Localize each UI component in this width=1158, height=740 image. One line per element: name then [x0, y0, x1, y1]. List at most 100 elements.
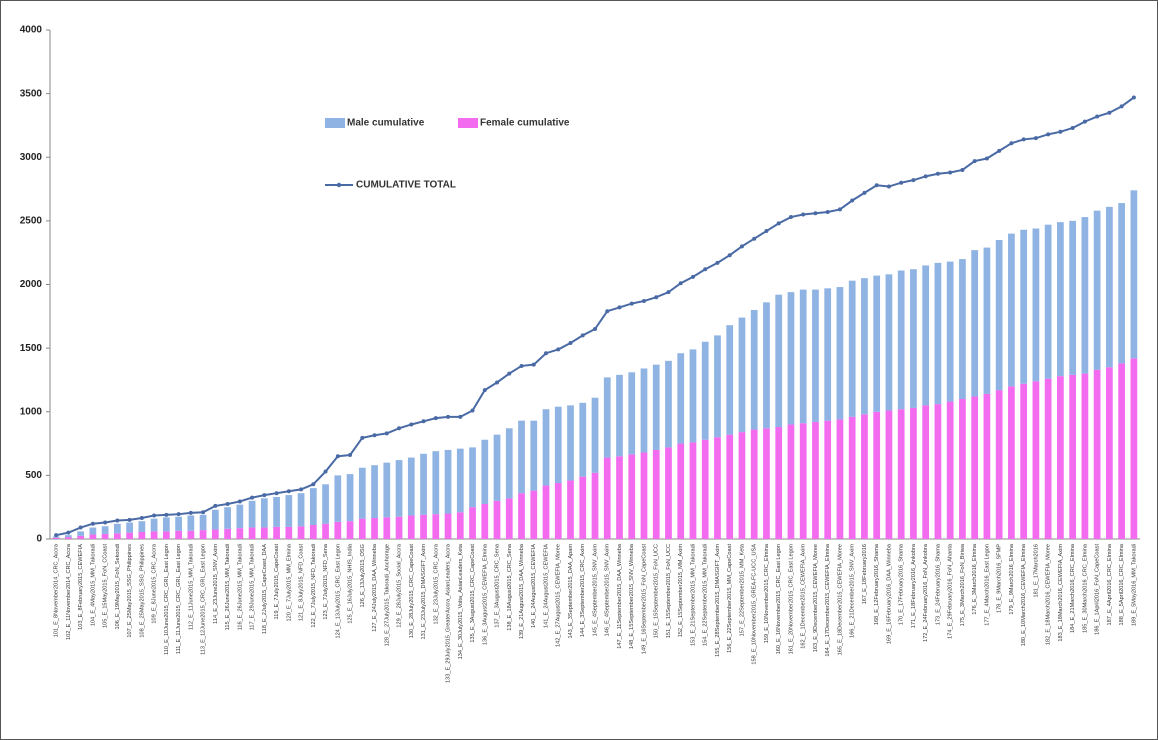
bar	[162, 531, 170, 539]
x-tick-label: 123_E_7July2015_NFD_Sena	[323, 543, 329, 619]
x-tick-label: 134_E_30July2015_Volta_AsianLeaders_Keta	[458, 543, 464, 659]
bar	[469, 507, 476, 539]
x-tick-label: 136_E_3August2015_CEWEFIA_Elmina	[482, 543, 488, 645]
bar	[897, 409, 905, 539]
x-tick-label: 135_E_3August2015_CRC_CapeCoast	[470, 544, 476, 643]
bar	[971, 396, 979, 539]
line-marker	[384, 431, 389, 436]
bar	[983, 393, 991, 539]
x-tick-label: 102_E_11November2014_CRC_Accra	[66, 543, 72, 640]
line-marker	[752, 236, 757, 241]
line-marker	[531, 362, 536, 367]
x-tick-label: 105_E_15May2015_FoN_CCoast	[103, 544, 109, 628]
x-tick-label: 168_E_12February2016_Shama	[874, 543, 880, 625]
bar	[505, 498, 513, 539]
bar	[285, 526, 293, 539]
bar	[897, 270, 905, 410]
bar	[346, 474, 354, 522]
x-tick-label: 185_E_30March2016_CRC_Elmina	[1082, 543, 1088, 633]
line-marker	[495, 380, 500, 385]
bar	[1118, 203, 1125, 364]
bar	[763, 428, 770, 539]
x-tick-label: 144_E_3September2015_CRC_Axim	[580, 544, 586, 637]
bar	[371, 518, 378, 539]
line-marker	[311, 482, 316, 487]
line-marker	[764, 229, 769, 234]
bar	[371, 465, 378, 519]
x-tick-label: 160_E_16November2015_CRC_East Legon	[776, 544, 782, 654]
line-marker	[617, 305, 622, 310]
x-tick-label: 187_E_4April2016_CRC_Elmina	[1107, 543, 1113, 625]
x-tick-label: 186_E_1April2016_FoN_CapeCoast	[1095, 544, 1101, 635]
x-tick-label: 173_E_24February2016_Shama	[935, 543, 941, 625]
x-tick-label: 178_E_9March2016_SFMP	[997, 544, 1003, 613]
bar	[236, 528, 244, 539]
x-tick-label: 132_E_23July2015_CRC_Accra	[433, 543, 439, 624]
bar	[1093, 210, 1101, 370]
x-tick-label: 125_E_16July2015_NHIS_India	[348, 543, 354, 624]
line-marker	[1009, 141, 1014, 146]
bar	[530, 490, 538, 539]
line-marker	[1131, 95, 1136, 100]
bar	[554, 406, 562, 484]
bar	[358, 467, 366, 519]
bar	[873, 275, 881, 412]
bar	[652, 364, 660, 450]
bar	[799, 423, 807, 539]
x-tick-label: 113_E_12June2015_CRC_GRL_East Legon	[201, 544, 207, 655]
x-tick-label: 163_E_9December2015_CEWEFIA_Moree	[813, 544, 819, 652]
bar	[665, 360, 672, 448]
legend-label: CUMULATIVE TOTAL	[356, 180, 456, 191]
y-tick-label: 500	[25, 470, 42, 481]
bar	[420, 514, 427, 539]
line-marker	[862, 190, 867, 195]
bar	[1130, 190, 1138, 359]
x-tick-label: 104_E_4May2015_MM_Takoradi	[90, 544, 96, 626]
x-tick-label: 183_E_18March2016_CEWEFIA_Axim	[1058, 544, 1064, 642]
bar	[77, 535, 84, 539]
line-marker	[90, 521, 95, 526]
x-tick-label: 106_E_19May2015_FoN_Sekondi	[115, 544, 121, 630]
line-marker	[458, 414, 463, 419]
line-marker	[886, 184, 891, 189]
bar	[1020, 229, 1028, 384]
line-marker	[225, 502, 230, 507]
bar	[444, 449, 452, 514]
x-tick-label: 130_E_28July2015_CRC_CapeCoast	[409, 544, 415, 639]
bar	[395, 460, 403, 517]
x-tick-label: 171_E_18February2016_Ankobra	[911, 543, 917, 628]
x-tick-label: 165_E_18December2015_CEWEFIA_Moree	[837, 544, 843, 655]
line-marker	[1021, 137, 1026, 142]
line-marker	[1119, 104, 1124, 109]
line-marker	[433, 416, 438, 421]
x-tick-label: 126_E_13July2015_OSG	[360, 544, 366, 607]
bar	[444, 513, 452, 539]
bar	[285, 495, 293, 527]
line-marker	[801, 212, 806, 217]
bar	[714, 437, 721, 539]
bar	[995, 390, 1003, 539]
y-tick-label: 3000	[20, 152, 43, 163]
line-marker	[421, 419, 426, 424]
bar	[701, 341, 709, 440]
bar	[297, 526, 305, 539]
line-marker	[1046, 132, 1051, 137]
bar	[652, 449, 660, 539]
y-tick-label: 1000	[20, 406, 43, 417]
x-tick-label: 110_E_10June2015_CRC_GRL_East Legon	[164, 544, 170, 655]
bar	[518, 420, 525, 494]
x-tick-label: 109_E_8June2015_CRC_Accra	[152, 543, 158, 623]
bar	[346, 521, 354, 539]
line-marker	[152, 513, 157, 518]
bar	[946, 401, 954, 539]
y-tick-label: 1500	[20, 343, 43, 354]
x-tick-label: 124_E_13July2015_CRC_East Legon	[335, 544, 341, 639]
bar	[211, 529, 219, 539]
line-marker	[837, 207, 842, 212]
x-tick-label: 189_E_5May2016_MM_Takoradi	[1131, 544, 1137, 626]
bar	[591, 397, 599, 473]
y-tick-label: 4000	[20, 25, 43, 36]
bar	[824, 288, 832, 421]
line-marker	[78, 525, 83, 530]
